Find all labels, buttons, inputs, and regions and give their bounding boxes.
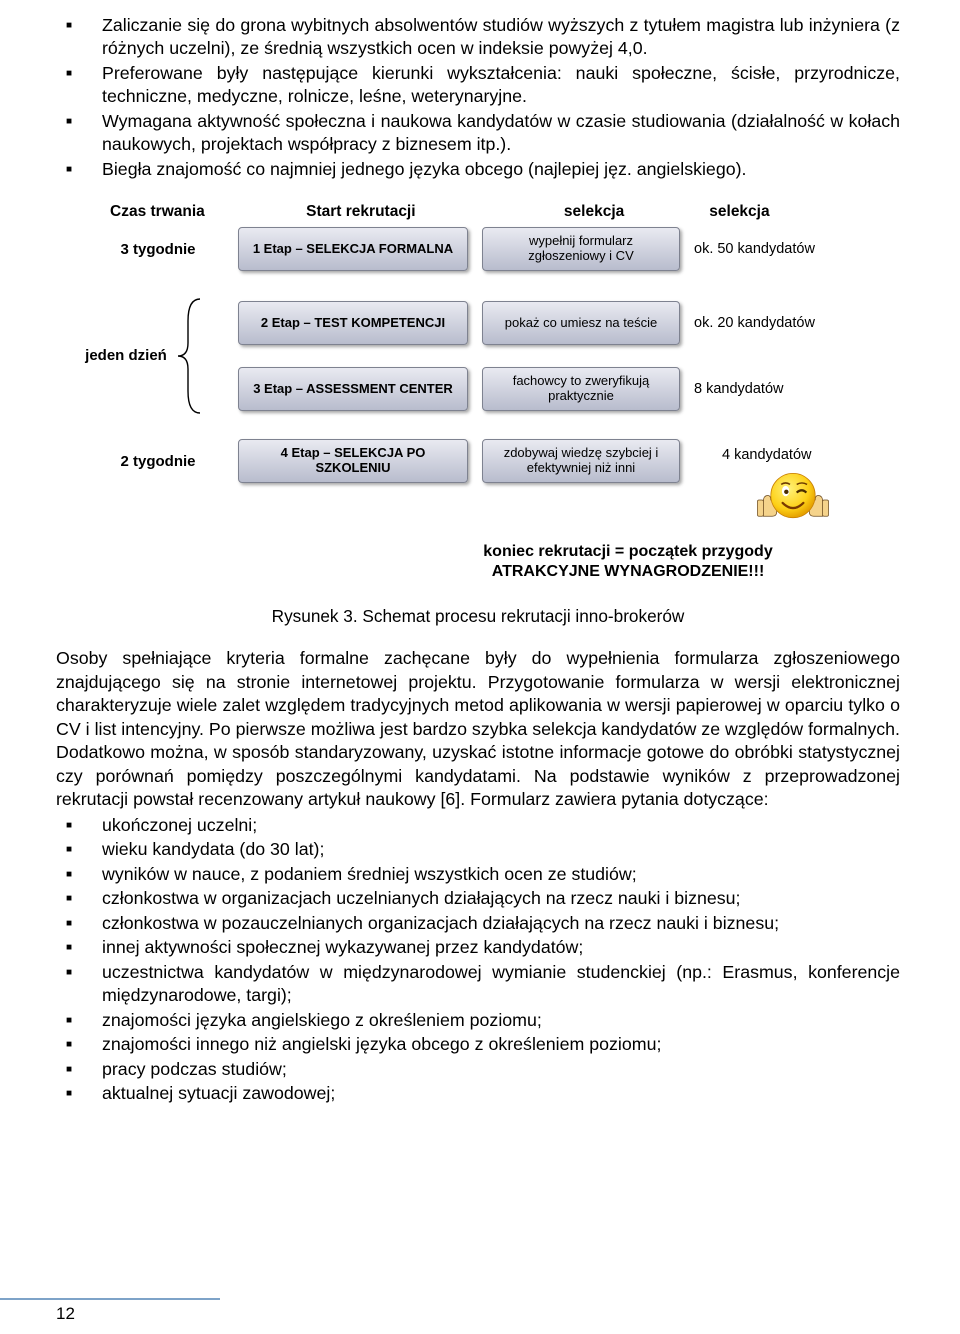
figure-caption: Rysunek 3. Schemat procesu rekrutacji in… [56,606,900,627]
list-item: pracy podczas studiów; [56,1058,900,1081]
page-number: 12 [56,1304,75,1324]
list-item: innej aktywności społecznej wykazywanej … [56,936,900,959]
list-item: członkostwa w pozauczelnianych organizac… [56,912,900,935]
brace-icon [174,297,204,415]
stage-3: 3 Etap – ASSESSMENT CENTER [238,367,468,411]
stage-2: 2 Etap – TEST KOMPETENCJI [238,301,468,345]
list-item: Zaliczanie się do grona wybitnych absolw… [56,14,900,61]
result-3: 8 kandydatów [680,381,864,397]
result-4: 4 kandydatów [708,447,878,463]
list-item: wyników w nauce, z podaniem średniej wsz… [56,863,900,886]
list-item: członkostwa w organizacjach uczelnianych… [56,887,900,910]
body-paragraph: Osoby spełniające kryteria formalne zach… [56,647,900,811]
list-item: wieku kandydata (do 30 lat); [56,838,900,861]
sel-2: pokaż co umiesz na teście [482,301,680,345]
result-2: ok. 20 kandydatów [680,315,864,331]
winking-emoji-icon [756,467,830,527]
diagram-row-1: 3 tygodnie 1 Etap – SELEKCJA FORMALNA wy… [78,227,878,271]
sel-1: wypełnij formularz zgłoszeniowy i CV [482,227,680,271]
stage-4: 4 Etap – SELEKCJA PO SZKOLENIU [238,439,468,483]
list-item: Biegła znajomość co najmniej jednego jęz… [56,158,900,181]
list-item: aktualnej sytuacji zawodowej; [56,1082,900,1105]
list-item: znajomości innego niż angielski języka o… [56,1033,900,1056]
list-item: znajomości języka angielskiego z określe… [56,1009,900,1032]
bottom-bullet-list: ukończonej uczelni; wieku kandydata (do … [56,814,900,1106]
header-start: Start rekrutacji [237,203,485,221]
list-item: uczestnictwa kandydatów w międzynarodowe… [56,961,900,1008]
czas-1: 3 tygodnie [78,241,238,258]
koniec-rekrutacji: koniec rekrutacji = początek przygody AT… [378,542,878,582]
list-item: ukończonej uczelni; [56,814,900,837]
stage-1: 1 Etap – SELEKCJA FORMALNA [238,227,468,271]
diagram-header: Czas trwania Start rekrutacji selekcja s… [78,203,878,221]
list-item: Wymagana aktywność społeczna i naukowa k… [56,110,900,157]
top-bullet-list: Zaliczanie się do grona wybitnych absolw… [56,14,900,181]
header-sel2: selekcja [703,203,878,221]
czas-4: 2 tygodnie [78,453,238,470]
sel-4: zdobywaj wiedzę szybciej i efektywniej n… [482,439,680,483]
czas-brace: jeden dzień [78,348,174,365]
list-item: Preferowane były następujące kierunki wy… [56,62,900,109]
diagram-row-2: 2 Etap – TEST KOMPETENCJI pokaż co umies… [238,301,864,345]
recruitment-diagram: Czas trwania Start rekrutacji selekcja s… [78,203,878,582]
footer-line [0,1298,220,1300]
brace-group: jeden dzień 2 Etap – TEST KOMPETENCJI po… [78,297,878,415]
diagram-row-3: 3 Etap – ASSESSMENT CENTER fachowcy to z… [238,367,864,411]
sel-3: fachowcy to zweryfikują praktycznie [482,367,680,411]
result-1: ok. 50 kandydatów [680,241,864,257]
header-czas: Czas trwania [78,203,237,221]
header-sel1: selekcja [485,203,703,221]
